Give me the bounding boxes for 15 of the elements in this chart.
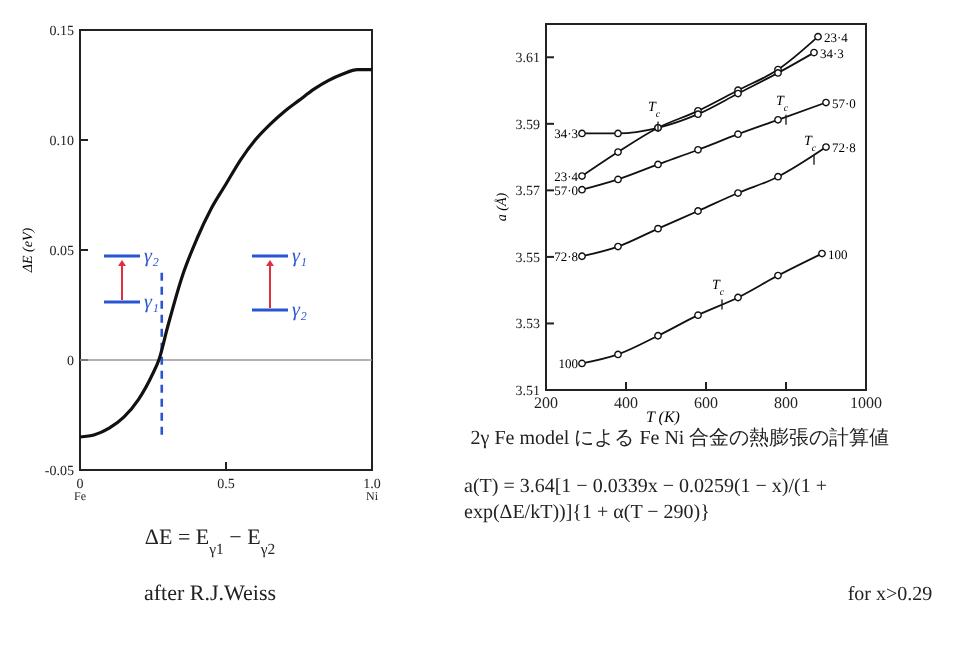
x-tick-label: 800 — [774, 394, 798, 412]
text: a(T) = 3.64[1 − 0.0339x − 0.0259(1 − x)/(1 + exp(ΔE/kT))]{1 + α(T − 290)} — [464, 476, 828, 524]
x-tick-label: 400 — [614, 394, 638, 412]
x-tick-label: 600 — [694, 394, 718, 412]
annotation: γ₁ — [144, 292, 159, 314]
x-axis-title: T (K) — [646, 408, 681, 426]
text: after R.J.Weiss — [143, 582, 277, 606]
annotation: γ₂ — [144, 246, 160, 268]
annotation: γ₂ — [292, 300, 308, 322]
text: for x>0.29 — [847, 584, 933, 606]
text: ΔE = E$_{γ1}$ − E$_{γ2}$ — [144, 526, 276, 557]
x-tick-label: 1000 — [850, 394, 882, 412]
text: 2γ Fe model による Fe Ni 合金の熱膨張の計算値 — [470, 426, 890, 450]
x-tick-label: 200 — [534, 394, 558, 412]
annotation: γ₁ — [292, 246, 307, 268]
